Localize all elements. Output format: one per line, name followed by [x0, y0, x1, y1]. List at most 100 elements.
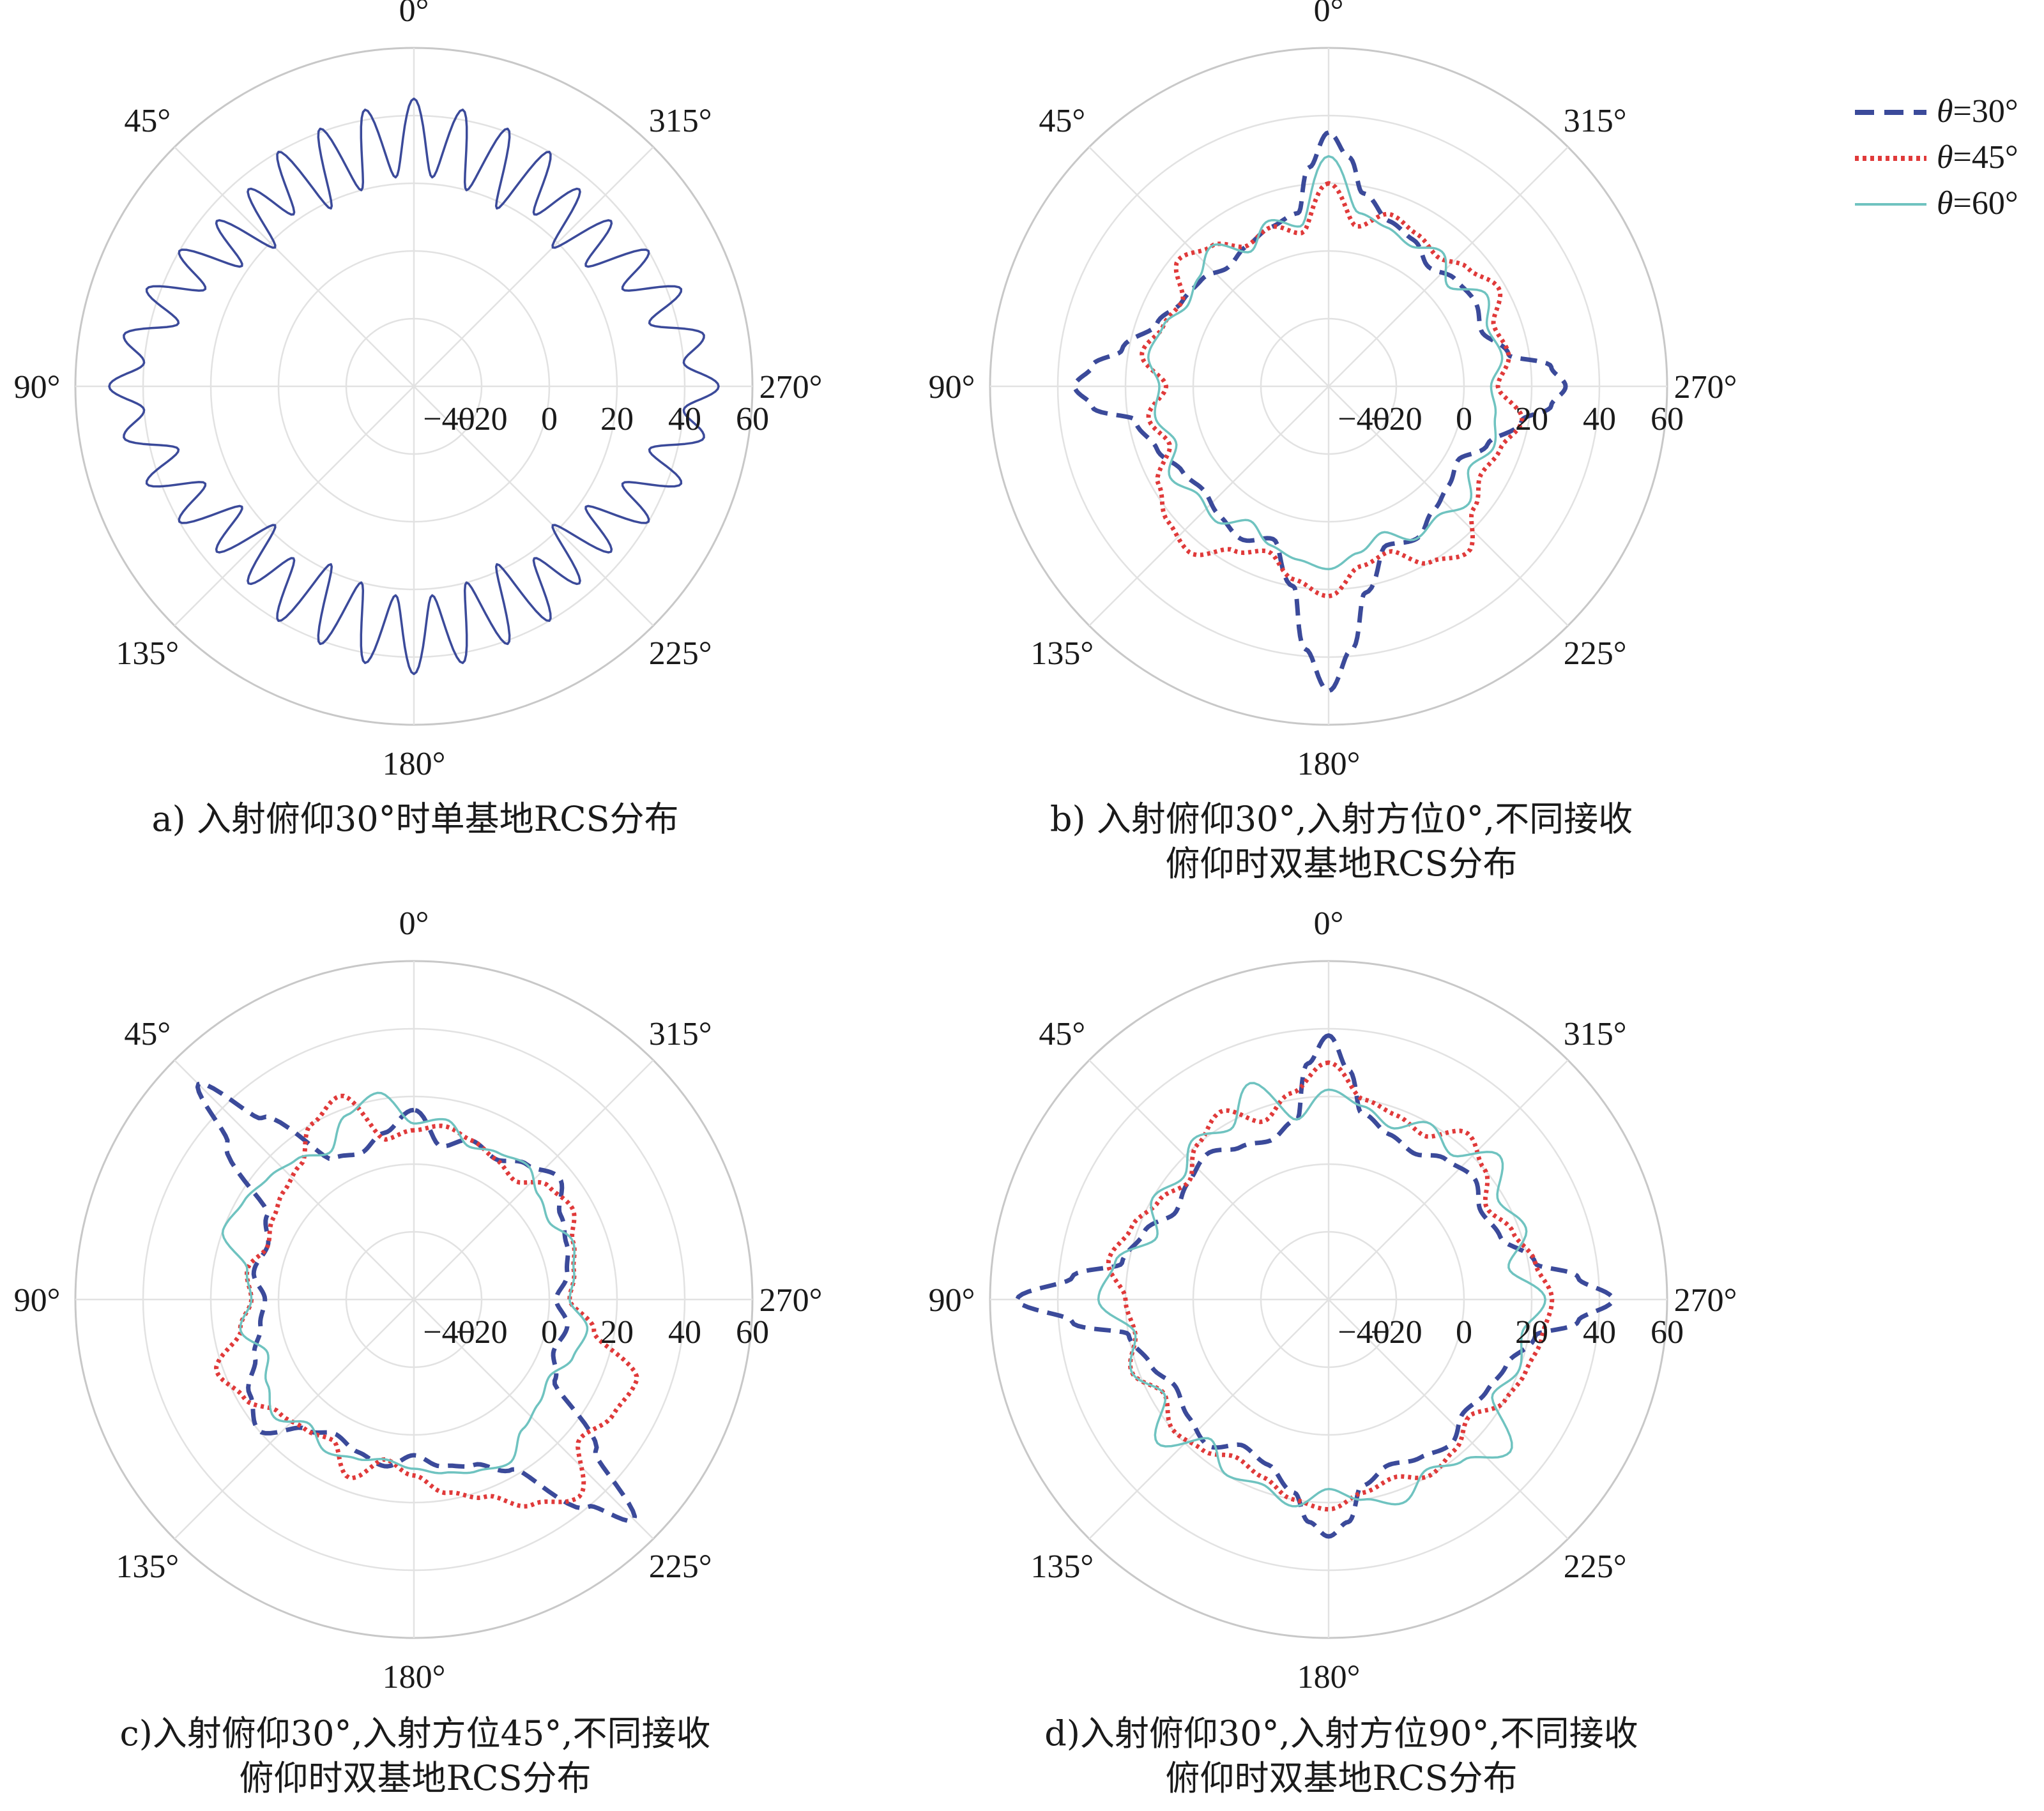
caption-b: b) 入射俯仰30°,入射方位0°,不同接收 俯仰时双基地RCS分布 — [894, 797, 1788, 886]
radial-tick-label: 0 — [541, 401, 558, 437]
radial-tick-label: 40 — [668, 1314, 701, 1351]
angle-tick-label: 180° — [1297, 1659, 1361, 1695]
angle-tick-label: 225° — [1564, 635, 1627, 672]
angular-gridline — [1088, 1299, 1329, 1540]
angle-tick-label: 0° — [1314, 905, 1344, 942]
angle-tick-label: 315° — [1564, 103, 1627, 139]
radial-tick-label: 40 — [668, 401, 701, 437]
series-line-dashed — [1072, 130, 1568, 693]
radial-tick-label: 0 — [1456, 1314, 1472, 1351]
angle-tick-label: 315° — [649, 1016, 712, 1052]
radial-tick-label: 60 — [1651, 401, 1684, 437]
radial-tick-label: −40 — [1338, 1314, 1389, 1351]
angle-tick-label: 270° — [759, 369, 823, 405]
legend-swatch-dashed — [1855, 110, 1926, 115]
angle-tick-label: 315° — [1564, 1016, 1627, 1052]
angle-tick-label: 0° — [399, 905, 429, 942]
series-line-solid — [221, 1091, 589, 1474]
radial-tick-label: 60 — [736, 401, 769, 437]
angle-tick-label: 270° — [759, 1282, 823, 1319]
radial-tick-label: −20 — [455, 1314, 507, 1351]
radial-tick-label: 20 — [600, 401, 634, 437]
radial-tick-label: −20 — [455, 401, 507, 437]
legend-label: θ=30° — [1937, 93, 2018, 130]
radial-tick-label: −20 — [1370, 401, 1422, 437]
caption-b-line1: b) 入射俯仰30°,入射方位0°,不同接收 — [1049, 799, 1633, 839]
angular-gridline — [1328, 386, 1569, 626]
polar-panel-b: 0° 45° 90° 135° 180° 225° 270° 315° −40−20 0 20 40 6… — [929, 0, 1737, 782]
caption-b-line2: 俯仰时双基地RCS分布 — [1165, 844, 1518, 884]
angle-tick-label: 0° — [399, 0, 429, 29]
legend-item-theta-60: θ=60° — [1852, 181, 2044, 226]
angle-tick-label: 0° — [1314, 0, 1344, 29]
angle-tick-label: 45° — [124, 103, 171, 139]
radial-tick-label: 20 — [600, 1314, 634, 1351]
angle-tick-label: 225° — [649, 635, 712, 672]
angular-gridline — [174, 386, 415, 626]
angle-tick-label: 135° — [116, 635, 179, 672]
caption-d-line2: 俯仰时双基地RCS分布 — [1165, 1758, 1518, 1798]
angle-tick-label: 180° — [383, 746, 446, 782]
radial-tick-label: −20 — [1370, 1314, 1422, 1351]
angular-gridline — [413, 386, 654, 626]
series-line-dashed — [195, 1081, 637, 1524]
angle-tick-label: 135° — [1030, 635, 1094, 672]
angular-gridline — [174, 1059, 415, 1300]
legend-item-theta-30: θ=30° — [1852, 89, 2044, 134]
series-line-solid — [1097, 1082, 1546, 1508]
radial-tick-label: −40 — [1338, 401, 1389, 437]
angle-tick-label: 45° — [1039, 103, 1085, 139]
radial-tick-label: 60 — [1651, 1314, 1684, 1351]
polar-panel-c: 0° 45° 90° 135° 180° 225° 270° 315° −40−20 0 20 40 6… — [14, 905, 823, 1695]
angle-tick-label: 45° — [124, 1016, 171, 1052]
angular-gridline — [1328, 146, 1569, 387]
angle-tick-label: 225° — [649, 1549, 712, 1585]
angle-tick-label: 135° — [116, 1549, 179, 1585]
angular-gridline — [1088, 1059, 1329, 1300]
legend-label: θ=45° — [1937, 139, 2018, 176]
radial-tick-label: −40 — [423, 401, 475, 437]
angular-gridline — [174, 146, 415, 387]
angle-tick-label: 180° — [1297, 746, 1361, 782]
angle-tick-label: 90° — [929, 1282, 975, 1319]
legend-item-theta-45: θ=45° — [1852, 135, 2044, 180]
caption-d: d)入射俯仰30°,入射方位90°,不同接收 俯仰时双基地RCS分布 — [894, 1711, 1788, 1801]
angular-gridline — [1328, 1299, 1569, 1540]
radial-tick-label: 40 — [1583, 401, 1616, 437]
radial-tick-label: 20 — [1515, 401, 1548, 437]
radial-tick-label: 40 — [1583, 1314, 1616, 1351]
angle-tick-label: 225° — [1564, 1549, 1627, 1585]
angle-tick-label: 45° — [1039, 1016, 1085, 1052]
angle-tick-label: 90° — [14, 1282, 61, 1319]
series-line-dotted — [214, 1093, 639, 1509]
angular-gridline — [1328, 1059, 1569, 1300]
series-line-solid — [108, 97, 720, 676]
angular-gridline — [1088, 146, 1329, 387]
angular-gridline — [174, 1299, 415, 1540]
radial-tick-label: 0 — [541, 1314, 558, 1351]
polar-panel-d: 0° 45° 90° 135° 180° 225° 270° 315° −40−20 0 20 40 6… — [929, 905, 1737, 1695]
radial-tick-label: −40 — [423, 1314, 475, 1351]
angle-tick-label: 135° — [1030, 1549, 1094, 1585]
legend-label: θ=60° — [1937, 185, 2018, 222]
angular-gridline — [413, 146, 654, 387]
polar-panel-a: 0° 45° 90° 135° 180° 225° 270° 315° −40−20 0 20 40 6… — [14, 0, 823, 782]
angle-tick-label: 180° — [383, 1659, 446, 1695]
series-line-dashed — [1014, 1033, 1615, 1539]
series-line-dotted — [1140, 181, 1525, 599]
angle-tick-label: 90° — [14, 369, 61, 405]
legend-swatch-dotted — [1855, 156, 1926, 161]
angular-gridline — [1088, 386, 1329, 626]
caption-c-line1: c)入射俯仰30°,入射方位45°,不同接收 — [119, 1713, 711, 1754]
caption-d-line1: d)入射俯仰30°,入射方位90°,不同接收 — [1044, 1713, 1638, 1754]
series-line-dotted — [1106, 1060, 1555, 1512]
angle-tick-label: 315° — [649, 103, 712, 139]
angle-tick-label: 90° — [929, 369, 975, 405]
caption-c: c)入射俯仰30°,入射方位45°,不同接收 俯仰时双基地RCS分布 — [0, 1711, 830, 1801]
caption-c-line2: 俯仰时双基地RCS分布 — [239, 1758, 591, 1798]
angle-tick-label: 270° — [1674, 1282, 1737, 1319]
legend-swatch-solid — [1855, 203, 1926, 206]
series-line-solid — [1147, 155, 1504, 570]
radial-tick-label: 0 — [1456, 401, 1472, 437]
